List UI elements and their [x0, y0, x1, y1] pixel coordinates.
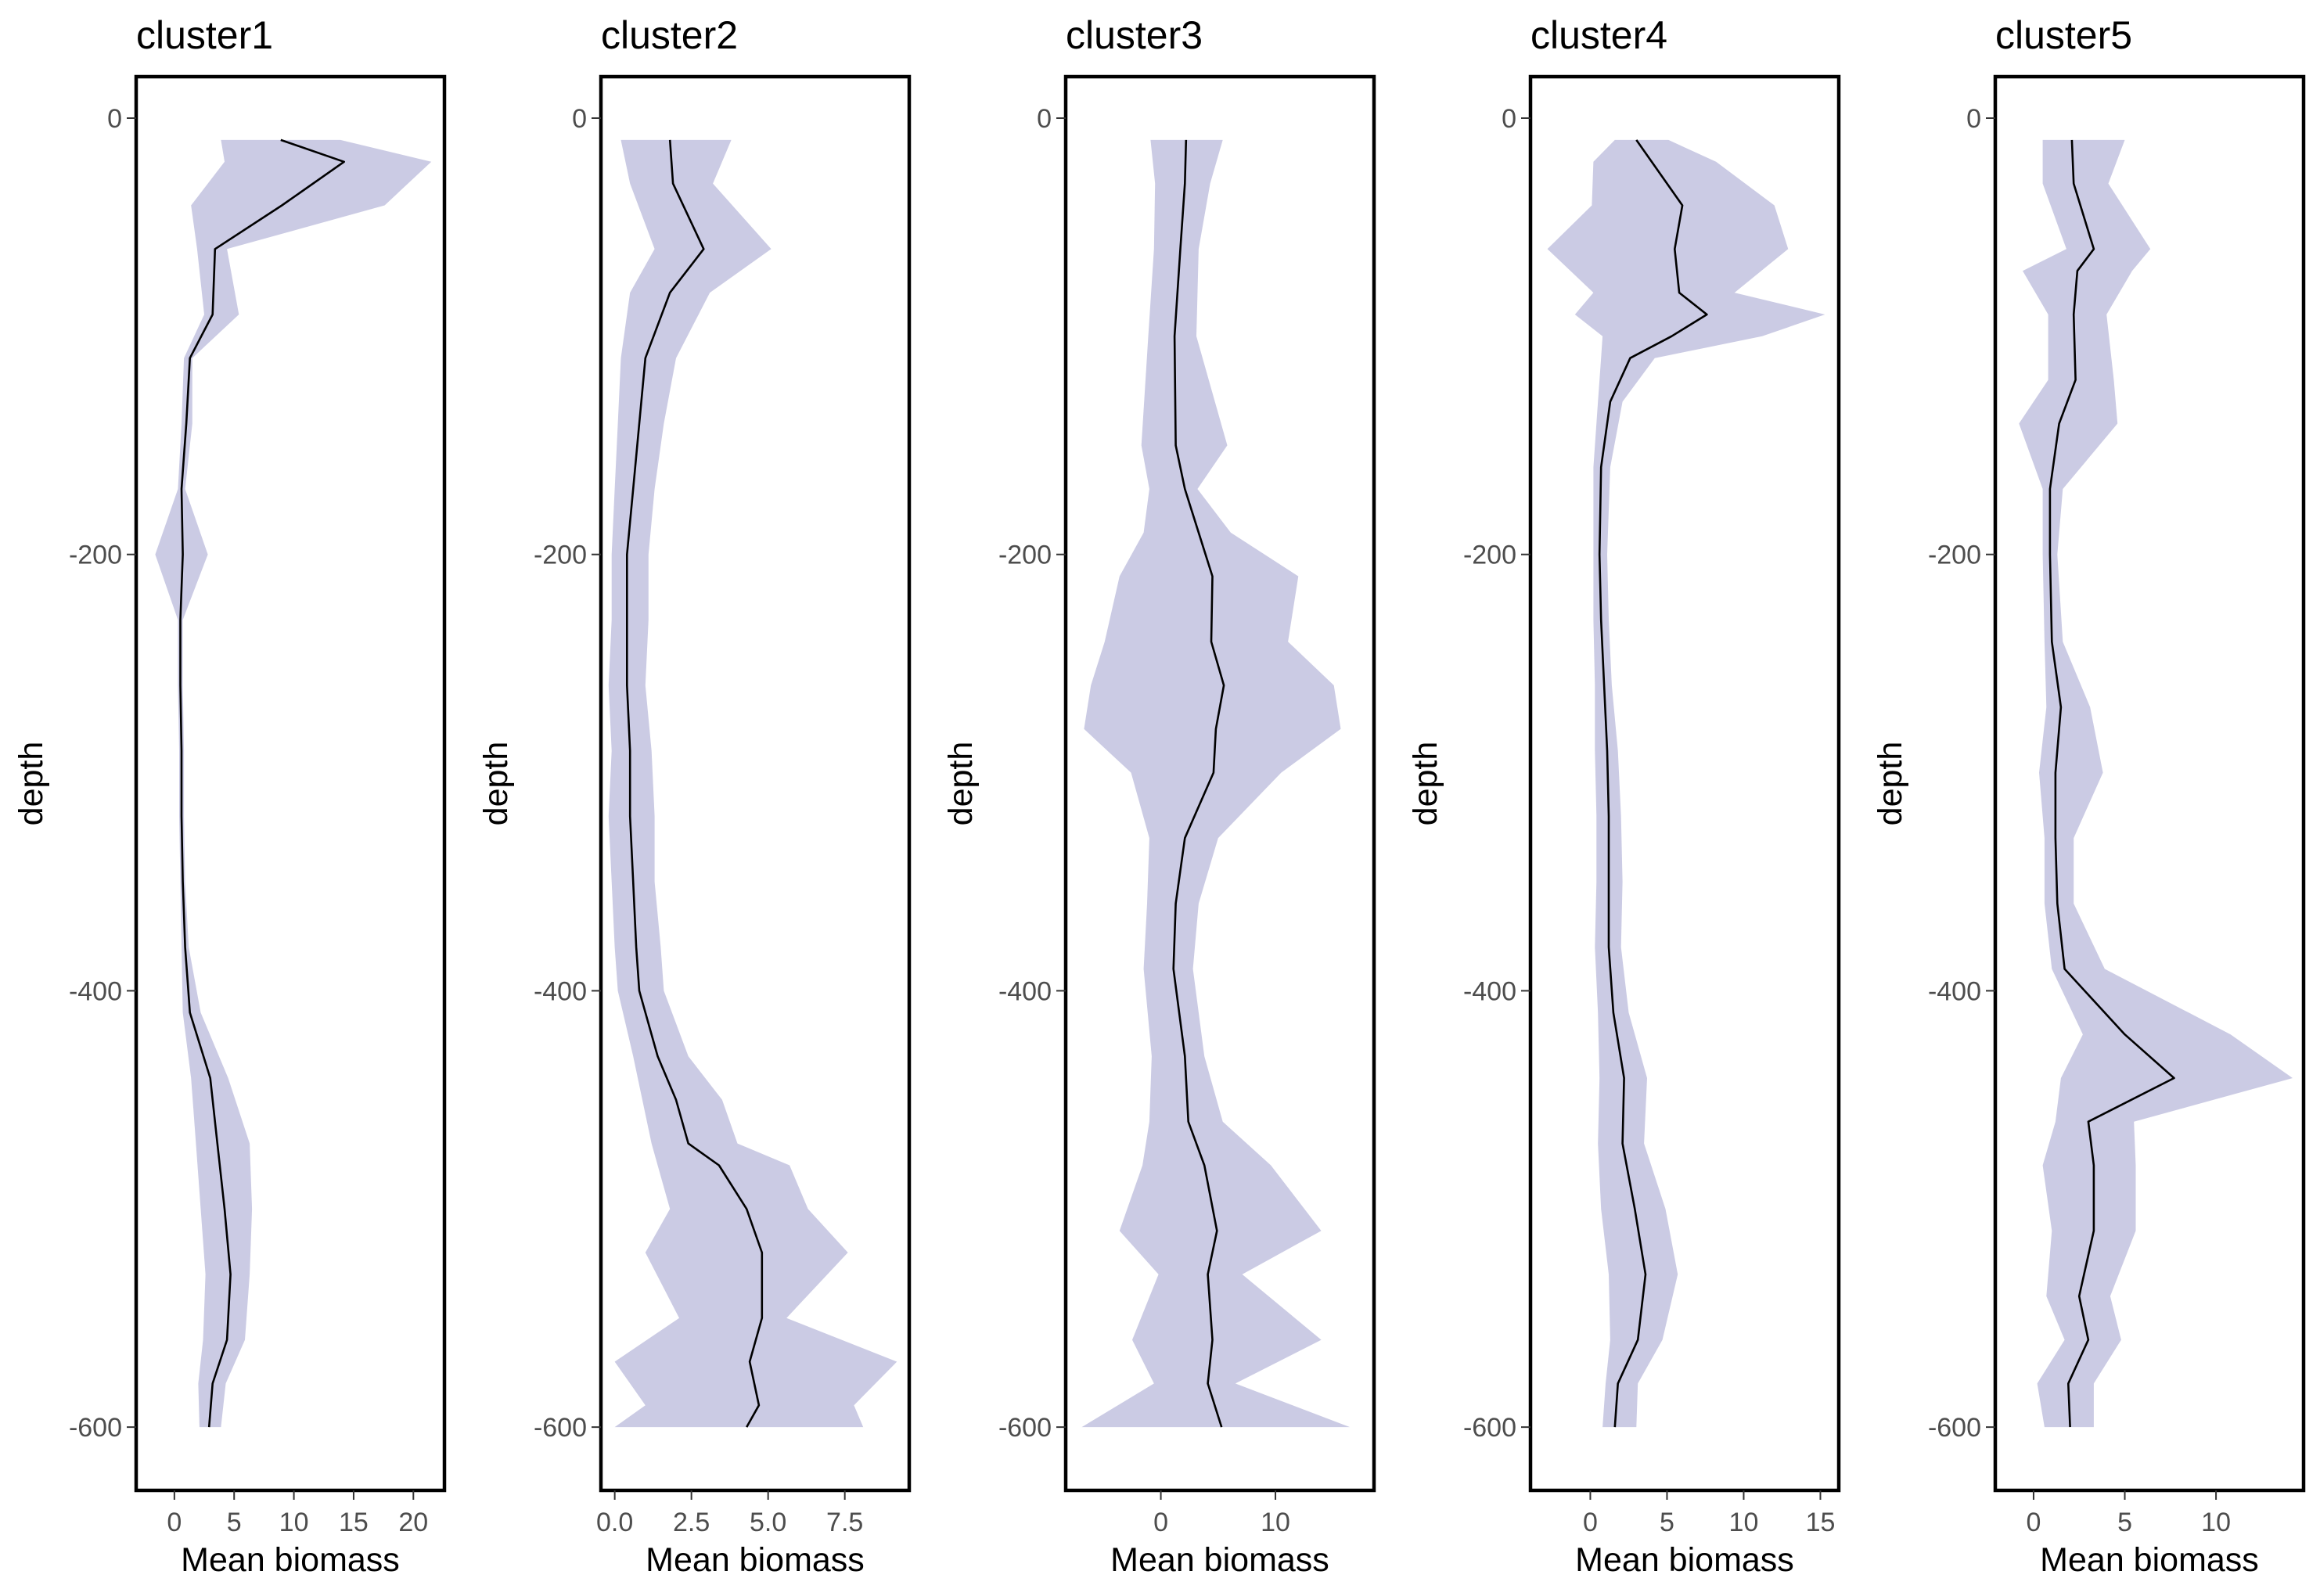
- x-axis-title: Mean biomass: [1575, 1541, 1794, 1579]
- panel-cluster1: cluster1 0 -200 -400 -600 0 5 10 15 20 Mean biomas…: [13, 13, 447, 1579]
- panel-cluster4: cluster4 0 -200 -400 -600 0 5 10 15 Mean biomass d…: [1407, 13, 1841, 1579]
- x-tick-label: 15: [1806, 1508, 1836, 1537]
- x-tick-label: 15: [339, 1508, 369, 1537]
- y-axis-title: depth: [942, 742, 980, 826]
- y-tick-label: -600: [534, 1413, 587, 1443]
- x-tick-label: 5: [227, 1508, 242, 1537]
- ribbon-area: [2019, 139, 2293, 1428]
- x-tick-label: 5: [1660, 1508, 1674, 1537]
- y-tick-label: 0: [1502, 104, 1516, 134]
- panel-frame: [1528, 74, 1841, 1493]
- y-tick-label: 0: [572, 104, 587, 134]
- y-tick-label: -200: [69, 541, 122, 570]
- ribbon-area: [608, 139, 897, 1428]
- x-tick-label: 10: [1729, 1508, 1759, 1537]
- y-tick-label: -400: [998, 976, 1052, 1006]
- y-tick-label: -400: [1928, 976, 1981, 1006]
- panel-frame: [1993, 74, 2306, 1493]
- panel-cluster3: cluster3 0 -200 -400 -600 0 10 Mean biomass dept…: [942, 13, 1376, 1579]
- x-tick-label: 2.5: [673, 1508, 710, 1537]
- y-tick-label: -400: [69, 976, 122, 1006]
- x-tick-label: 10: [279, 1508, 309, 1537]
- panel-title: cluster5: [1995, 13, 2132, 57]
- ribbon-area: [1547, 139, 1825, 1428]
- y-tick-label: -200: [998, 541, 1052, 570]
- x-tick-label: 10: [2201, 1508, 2231, 1537]
- panel-frame: [599, 74, 912, 1493]
- x-tick-label: 0.0: [596, 1508, 633, 1537]
- y-tick-label: 0: [1037, 104, 1052, 134]
- y-tick-label: -400: [1463, 976, 1516, 1006]
- y-axis-title: depth: [477, 742, 515, 826]
- y-tick-label: 0: [107, 104, 122, 134]
- mean-line: [179, 138, 346, 1428]
- y-tick-label: -600: [998, 1413, 1052, 1443]
- x-tick-label: 0: [167, 1508, 182, 1537]
- x-tick-label: 10: [1261, 1508, 1290, 1537]
- y-tick-label: -200: [534, 541, 587, 570]
- x-tick-label: 0: [1153, 1508, 1168, 1537]
- mean-line: [625, 139, 764, 1428]
- mean-line: [2048, 139, 2175, 1428]
- y-tick-label: -400: [534, 976, 587, 1006]
- y-tick-label: -200: [1463, 541, 1516, 570]
- panel-title: cluster3: [1066, 13, 1203, 57]
- y-tick-label: 0: [1966, 104, 1981, 134]
- x-tick-label: 5: [2117, 1508, 2132, 1537]
- y-axis-title: depth: [1407, 742, 1444, 826]
- panel-title: cluster2: [601, 13, 738, 57]
- panel-cluster2: cluster2 0 -200 -400 -600 0.0 2.5 5.0 7.5 Mean bi…: [477, 13, 912, 1579]
- panels: cluster1 0 -200 -400 -600 0 5 10 15 20 Mean biomas…: [13, 13, 2306, 1579]
- x-axis-title: Mean biomass: [2040, 1541, 2259, 1579]
- y-tick-label: -600: [69, 1413, 122, 1443]
- x-tick-label: 5.0: [750, 1508, 786, 1537]
- ribbon-area: [155, 139, 432, 1428]
- x-tick-label: 7.5: [826, 1508, 863, 1537]
- y-tick-label: -600: [1928, 1413, 1981, 1443]
- y-tick-label: -600: [1463, 1413, 1516, 1443]
- mean-line: [1172, 139, 1225, 1428]
- x-tick-label: 20: [398, 1508, 428, 1537]
- panel-title: cluster1: [136, 13, 273, 57]
- x-axis-title: Mean biomass: [181, 1541, 400, 1579]
- y-axis-title: depth: [13, 742, 50, 826]
- panel-frame: [134, 74, 447, 1493]
- x-axis-title: Mean biomass: [646, 1541, 865, 1579]
- y-axis-title: depth: [1872, 742, 1909, 826]
- mean-line: [1598, 139, 1708, 1428]
- panel-cluster5: cluster5 0 -200 -400 -600 0 5 10 Mean biomass dep…: [1872, 13, 2306, 1579]
- ribbon-area: [1081, 139, 1351, 1428]
- x-tick-label: 0: [2026, 1508, 2041, 1537]
- panel-frame: [1063, 74, 1376, 1493]
- panel-title: cluster4: [1530, 13, 1667, 57]
- x-axis-title: Mean biomass: [1110, 1541, 1329, 1579]
- y-tick-label: -200: [1928, 541, 1981, 570]
- x-tick-label: 0: [1583, 1508, 1598, 1537]
